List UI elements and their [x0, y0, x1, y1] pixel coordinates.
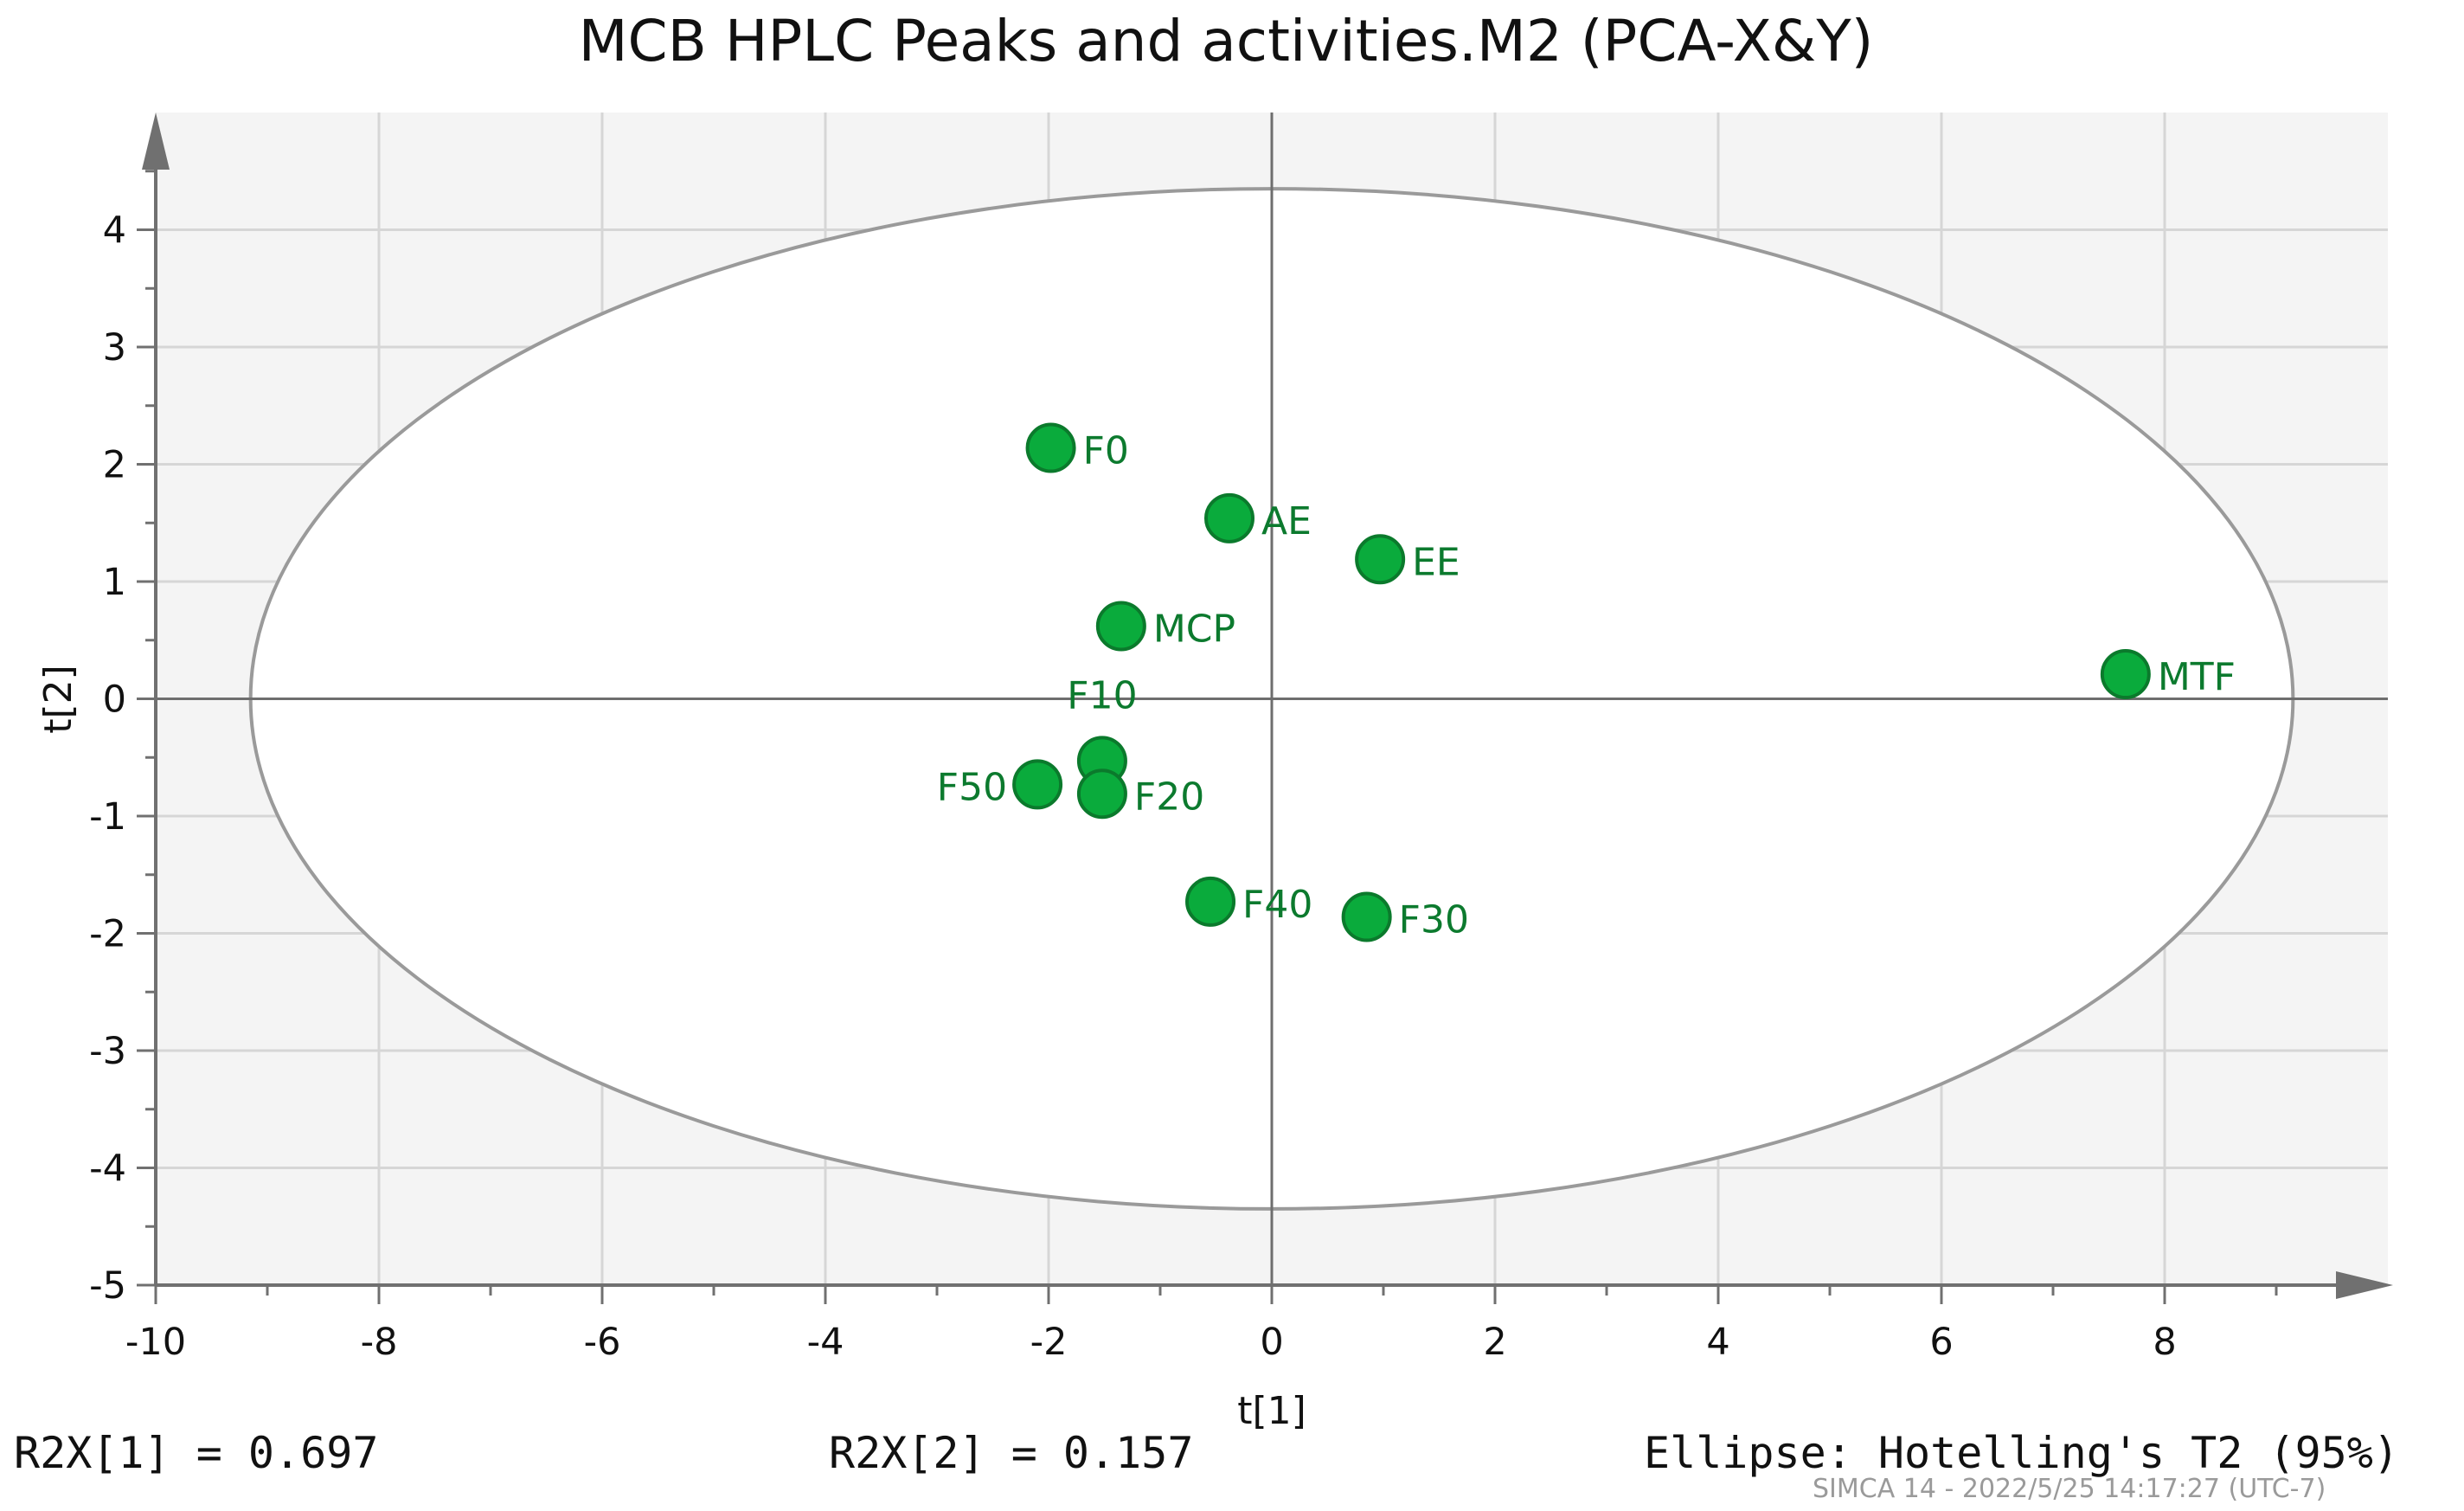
x-tick-label: 6 — [1929, 1321, 1953, 1364]
y-tick-label: -4 — [89, 1148, 126, 1191]
point-label-mcp: MCP — [1153, 607, 1235, 651]
point-label-f30: F30 — [1399, 898, 1469, 942]
y-tick-label: 3 — [103, 326, 126, 370]
x-axis-ticks: -10 -8 -6 -4 -2 0 2 4 6 8 — [125, 1285, 2278, 1364]
score-point-f50 — [1012, 759, 1063, 810]
r2x1-label: R2X[1] = 0.697 — [14, 1428, 379, 1478]
x-tick-label: -10 — [125, 1321, 186, 1364]
chart-title: MCB HPLC Peaks and activities.M2 (PCA-X&… — [579, 8, 1874, 74]
x-tick-label: -4 — [807, 1321, 844, 1364]
score-points: F0 AE EE MCP MTF F10 F50 F20 F40 F30 — [937, 422, 2236, 942]
x-tick-label: 0 — [1260, 1321, 1283, 1364]
software-stamp: SIMCA 14 - 2022/5/25 14:17:27 (UTC-7) — [1813, 1474, 2326, 1504]
y-tick-label: 2 — [103, 444, 126, 487]
y-tick-label: -2 — [89, 913, 126, 956]
r2x2-label: R2X[2] = 0.157 — [829, 1428, 1194, 1478]
x-tick-label: -2 — [1030, 1321, 1068, 1364]
point-label-mtf: MTF — [2158, 655, 2236, 699]
score-point-f20 — [1076, 768, 1127, 820]
x-axis-arrow — [2336, 1271, 2393, 1299]
point-label-f0: F0 — [1083, 429, 1129, 473]
x-tick-label: 8 — [2153, 1321, 2176, 1364]
x-tick-label: -8 — [361, 1321, 398, 1364]
y-tick-label: 0 — [103, 678, 126, 722]
score-point-f30 — [1341, 891, 1392, 942]
y-axis-label: t[2] — [36, 665, 80, 734]
point-label-f20: F20 — [1134, 775, 1204, 819]
y-tick-label: -5 — [89, 1264, 126, 1308]
y-tick-label: -1 — [89, 795, 126, 839]
score-point-ae — [1203, 492, 1254, 543]
x-tick-label: 4 — [1706, 1321, 1729, 1364]
x-tick-label: -6 — [584, 1321, 621, 1364]
point-label-f40: F40 — [1242, 883, 1312, 927]
point-label-f50: F50 — [937, 765, 1007, 809]
score-point-mtf — [2100, 649, 2151, 700]
score-point-f40 — [1185, 876, 1236, 927]
axes — [142, 113, 2393, 1299]
y-tick-label: -3 — [89, 1030, 126, 1073]
y-axis-arrow — [142, 113, 170, 170]
x-tick-label: 2 — [1483, 1321, 1506, 1364]
score-point-mcp — [1095, 601, 1146, 652]
score-point-f0 — [1025, 422, 1076, 473]
zero-lines — [156, 113, 2388, 1285]
point-label-ae: AE — [1261, 499, 1312, 543]
ellipse-note: Ellipse: Hotelling's T2 (95%) — [1644, 1428, 2399, 1478]
score-point-ee — [1355, 534, 1406, 585]
y-tick-label: 1 — [103, 561, 126, 604]
y-axis-ticks: 4 3 2 1 0 -1 -2 -3 -4 -5 — [89, 170, 156, 1308]
x-axis-label: t[1] — [1237, 1389, 1306, 1433]
y-tick-label: 4 — [103, 209, 126, 253]
point-label-f10: F10 — [1067, 673, 1137, 717]
point-label-ee: EE — [1412, 540, 1460, 584]
